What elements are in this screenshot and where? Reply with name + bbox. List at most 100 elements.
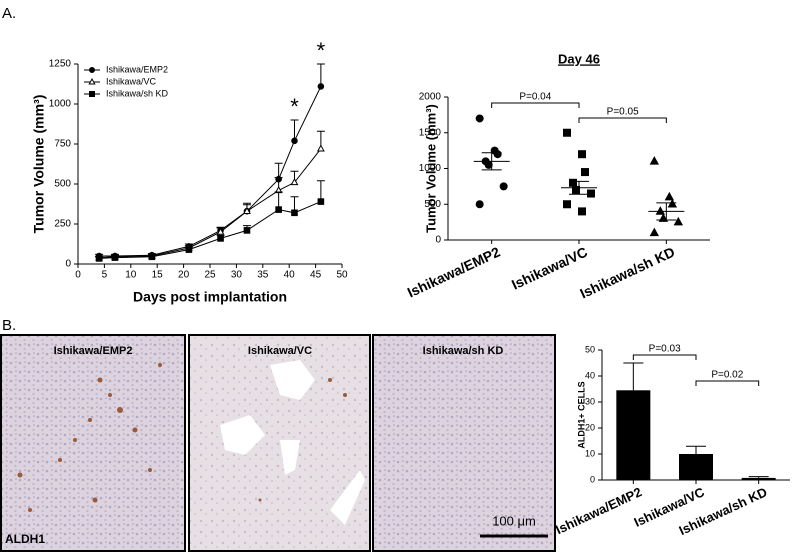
y-tick-label: 10 (585, 448, 595, 458)
tissue-gaps (220, 360, 365, 525)
marker (317, 198, 325, 205)
marker (581, 168, 589, 177)
marker (587, 189, 595, 198)
legend-label: Ishikawa/VC (106, 76, 157, 86)
y-axis-label: Tumor Volume (mm³) (31, 95, 47, 234)
y-tick-label: 50 (585, 344, 595, 354)
x-tick-label: 15 (152, 270, 164, 281)
marker (664, 191, 675, 201)
stain-label: ALDH1 (5, 532, 45, 546)
marker (243, 206, 251, 214)
x-tick-label: 5 (102, 270, 108, 281)
marker (499, 182, 508, 191)
bar (679, 454, 713, 480)
marker (185, 246, 193, 253)
error-bar (686, 445, 706, 454)
marker (88, 77, 96, 85)
marker (475, 200, 484, 209)
significance-bracket (578, 117, 667, 123)
significance-star: * (290, 94, 299, 119)
p-value: P=0.04 (519, 92, 551, 103)
marker (95, 255, 103, 262)
x-tick-label: Ishikawa/EMP2 (553, 484, 644, 537)
y-tick-label: 1000 (49, 99, 72, 110)
marker (291, 137, 298, 145)
marker (290, 178, 299, 186)
image-label: Ishikawa/sh KD (423, 345, 504, 357)
x-tick-label: 50 (336, 270, 348, 281)
marker (275, 206, 282, 213)
y-tick-label: 2000 (419, 92, 442, 103)
chart-title: Day 46 (558, 51, 600, 66)
x-tick-label: 45 (310, 270, 322, 281)
legend-label: Ishikawa/EMP2 (106, 64, 168, 74)
marker (216, 227, 225, 235)
marker (243, 227, 251, 234)
x-tick-label: 30 (231, 270, 243, 281)
marker (89, 91, 95, 97)
x-tick-label: 35 (257, 270, 269, 281)
x-tick-label: Ishikawa/EMP2 (405, 243, 503, 300)
marker (475, 114, 484, 123)
error-bar (748, 476, 769, 478)
marker (563, 128, 571, 137)
p-value: P=0.03 (649, 344, 681, 355)
y-tick-label: 30 (585, 396, 595, 406)
marker (148, 253, 156, 261)
p-value: P=0.02 (711, 370, 743, 381)
y-tick-label: 500 (54, 179, 71, 190)
y-tick-label: 1000 (419, 163, 442, 174)
y-tick-label: 40 (585, 370, 595, 380)
micrograph (372, 334, 556, 552)
legend-label: Ishikawa/sh KD (106, 88, 169, 98)
significance-bracket (695, 380, 760, 386)
marker (563, 200, 571, 209)
error-bar (481, 152, 502, 171)
marker (316, 144, 325, 152)
panel-label: B. (2, 317, 16, 334)
marker (649, 227, 660, 237)
x-tick-label: 25 (204, 270, 216, 281)
bar (741, 477, 776, 480)
significance-bracket (491, 102, 580, 108)
image-label: Ishikawa/VC (248, 345, 312, 357)
y-tick-label: 1500 (419, 127, 442, 138)
series-line (99, 86, 322, 257)
marker (493, 150, 502, 159)
marker (317, 83, 325, 90)
y-tick-label: 20 (585, 422, 595, 432)
marker (217, 235, 224, 242)
marker (578, 150, 586, 159)
x-tick-label: Ishikawa/sh KD (577, 244, 677, 302)
series-line (99, 201, 322, 259)
y-axis-label: ALDH1+ CELLS (576, 381, 586, 448)
scale-label: 100 μm (492, 513, 536, 528)
micrographs (0, 334, 556, 552)
series-line (99, 148, 322, 259)
bar (616, 390, 651, 480)
y-tick-label: 750 (54, 139, 71, 150)
y-tick-label: 0 (590, 474, 595, 484)
marker (655, 206, 666, 215)
p-value: P=0.05 (607, 107, 639, 118)
error-bar (316, 180, 325, 202)
image-label: Ishikawa/EMP2 (54, 345, 133, 357)
error-bar (290, 119, 299, 141)
x-tick-label: 10 (125, 270, 137, 281)
marker (673, 216, 684, 226)
stained-cells (17, 363, 347, 512)
x-tick-label: 20 (178, 270, 190, 281)
x-tick-label: 40 (284, 270, 296, 281)
marker (111, 254, 119, 261)
error-bar (623, 362, 644, 391)
micrograph (0, 334, 186, 552)
marker (667, 199, 678, 208)
marker (89, 67, 95, 73)
marker (578, 207, 586, 216)
y-tick-label: 500 (424, 199, 441, 210)
marker (569, 178, 577, 187)
x-tick-label: Ishikawa/VC (509, 244, 590, 293)
x-axis-label: Days post implantation (133, 289, 287, 305)
y-tick-label: 0 (435, 235, 441, 246)
y-tick-label: 0 (65, 259, 71, 270)
